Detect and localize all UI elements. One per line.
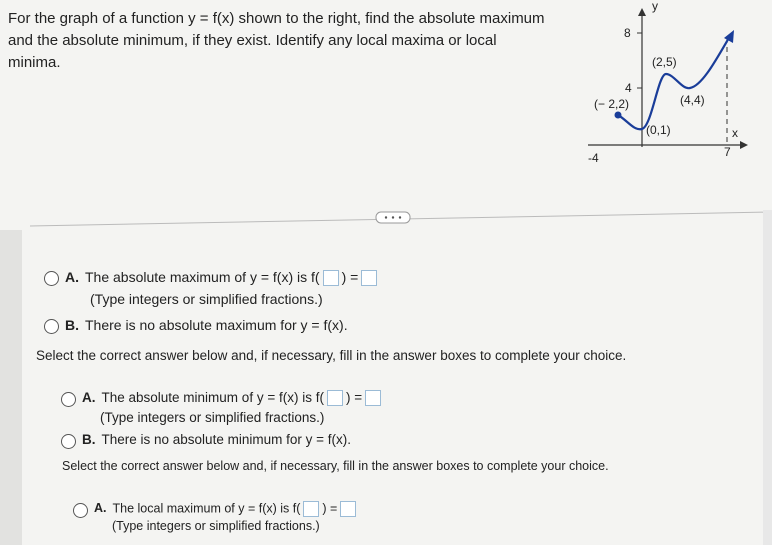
option-text: There is no absolute minimum for y = f(x… [101,432,351,447]
hint: (Type integers or simplified fractions.) [112,519,320,533]
graph-label: 7 [724,145,731,159]
answer-box[interactable] [322,270,339,287]
option-text: There is no absolute maximum for y = f(x… [85,317,348,333]
option: B. There is no absolute maximum for y = f… [65,317,348,333]
option: A. The local maximum of y = f(x) is f( ) = [94,501,359,517]
hint: (Type integers or simplified fractions.) [100,410,325,425]
answer-box[interactable] [326,390,343,407]
side-bar [0,230,22,545]
graph-label: (− 2,2) [594,97,629,111]
graph-label: (0,1) [646,123,671,137]
option-text: ) = [341,269,359,285]
graph-label: x [732,126,738,140]
option: A. The absolute minimum of y = f(x) is f(… [82,390,384,407]
instruction: Select the correct answer below and, if … [62,459,609,473]
graph: y 8 (2,5) 4 (− 2,2) (4,4) (0,1) x -4 7 [588,0,748,165]
instruction: Select the correct answer below and, if … [36,348,627,363]
option-letter: A. [65,269,79,285]
graph-label: -4 [588,151,599,165]
divider [29,211,772,227]
option-letter: B. [82,432,96,447]
option-text: ) = [322,501,338,516]
scrollbar[interactable] [763,210,772,545]
answer-box[interactable] [365,390,382,407]
option: B. There is no absolute minimum for y = f… [82,432,351,447]
answer-box[interactable] [340,501,357,517]
radio-button[interactable] [73,503,88,518]
graph-label: (4,4) [680,93,705,107]
question: For the graph of a function y = f(x) sho… [8,10,545,71]
graph-label: 4 [625,81,632,95]
answer-box[interactable] [361,270,378,287]
answer-box[interactable] [303,501,320,517]
option-letter: A. [94,501,107,516]
option: A. The absolute maximum of y = f(x) is f(… [65,269,380,287]
graph-label: 8 [624,26,631,40]
radio-button[interactable] [61,392,76,407]
graph-label: (2,5) [652,55,677,69]
radio-button[interactable] [44,271,59,286]
hint: (Type integers or simplified fractions.) [90,291,323,307]
graph-label: y [652,0,658,13]
option-text: The local maximum of y = f(x) is f( [112,501,301,516]
option-letter: B. [65,317,79,333]
option-text: The absolute minimum of y = f(x) is f( [101,390,324,405]
radio-button[interactable] [61,434,76,449]
option-letter: A. [82,390,96,405]
option-text: The absolute maximum of y = f(x) is f( [85,269,320,285]
radio-button[interactable] [44,319,59,334]
option-text: ) = [345,390,363,405]
